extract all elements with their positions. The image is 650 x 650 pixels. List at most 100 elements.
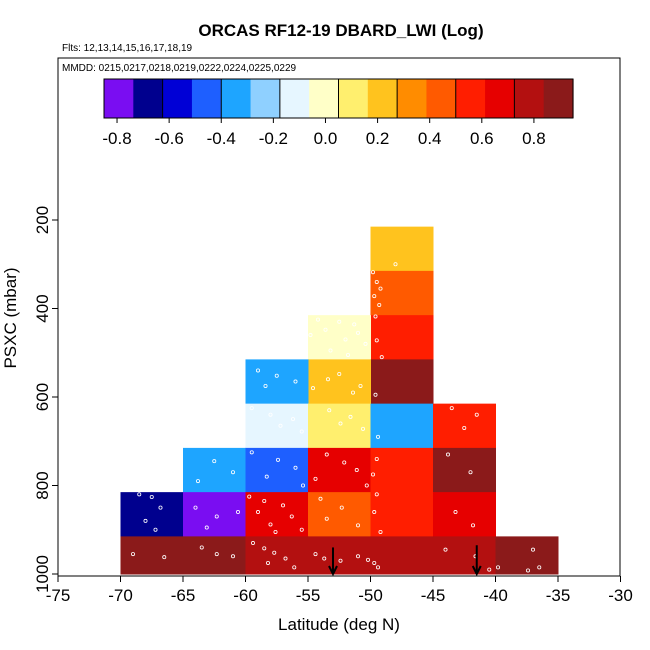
observation-point: [348, 414, 353, 419]
observation-point: [255, 510, 260, 515]
observation-point: [443, 547, 448, 552]
colorbar-swatch: [338, 79, 369, 118]
heatmap-cells: [120, 226, 559, 575]
observation-point: [372, 510, 377, 515]
observation-point: [310, 386, 315, 391]
observation-point: [249, 450, 254, 455]
observation-point: [342, 460, 347, 465]
observation-point: [378, 286, 383, 291]
colorbar-tick-label: 0.0: [314, 129, 338, 148]
observation-point: [343, 337, 348, 342]
observation-point: [328, 348, 333, 353]
observation-point: [365, 557, 370, 562]
colorbar-swatch: [279, 79, 310, 118]
heatmap-cell: [433, 492, 496, 537]
observation-point: [273, 529, 278, 534]
colorbar-tick-label: 0.8: [522, 129, 546, 148]
observation-point: [375, 565, 380, 570]
heatmap-cell: [308, 492, 371, 537]
heatmap-cell: [183, 536, 246, 575]
heatmap-cell: [370, 536, 434, 575]
observation-point: [374, 456, 379, 461]
heatmap-cell: [308, 403, 371, 449]
observation-point: [468, 470, 473, 475]
observation-point: [360, 426, 365, 431]
x-tick-label: -60: [233, 586, 258, 605]
heatmap-cell: [370, 315, 434, 360]
chart-title: ORCAS RF12-19 DBARD_LWI (Log): [198, 21, 483, 40]
colorbar-tick-label: 0.2: [366, 129, 390, 148]
observation-point: [293, 465, 298, 470]
heatmap-cell: [245, 359, 309, 405]
observation-point: [374, 279, 379, 284]
observation-point: [268, 412, 273, 417]
observation-point: [278, 423, 283, 428]
observation-point: [204, 525, 209, 530]
observation-point: [355, 523, 360, 528]
observation-point: [377, 302, 382, 307]
observation-point: [292, 565, 297, 570]
observation-point: [230, 470, 235, 475]
observation-point: [470, 523, 475, 528]
observation-point: [474, 412, 479, 417]
colorbar-swatch: [250, 79, 281, 118]
observation-point: [453, 510, 458, 515]
observation-point: [250, 541, 255, 546]
heatmap-cell: [308, 315, 371, 360]
observation-point: [308, 333, 313, 338]
x-axis-title: Latitude (deg N): [278, 615, 400, 634]
observation-point: [350, 390, 355, 395]
observation-point: [249, 406, 254, 411]
heatmap-cell: [245, 492, 309, 537]
y-tick-label: 600: [33, 383, 52, 411]
heatmap-cell: [120, 536, 184, 575]
observation-point: [255, 368, 260, 373]
heatmap-cell: [370, 447, 434, 493]
colorbar-swatch: [426, 79, 457, 118]
observation-point: [247, 494, 252, 499]
observation-point: [265, 560, 270, 565]
heatmap-cell: [120, 492, 184, 537]
observation-point: [495, 565, 500, 570]
x-tick-label: -45: [421, 586, 446, 605]
observation-point: [358, 383, 363, 388]
x-tick-label: -30: [608, 586, 633, 605]
heatmap-cell: [370, 359, 434, 405]
heatmap-cell: [433, 447, 496, 493]
arrows: [328, 545, 482, 577]
observation-point: [289, 514, 294, 519]
observation-point: [153, 527, 158, 532]
colorbar-frame: [103, 78, 574, 119]
observation-point: [487, 567, 492, 572]
colorbar-swatch: [367, 79, 398, 118]
observation-point: [323, 327, 328, 332]
observation-point: [149, 495, 154, 500]
observation-point: [373, 392, 378, 397]
colorbar-ticks: -0.8 -0.6 -0.4 -0.2 0.0 0.2 0.4 0.6 0.8: [102, 118, 546, 148]
colorbar-swatch: [191, 79, 222, 118]
observation-point: [325, 377, 330, 382]
colorbar-swatch: [543, 79, 574, 118]
observation-point: [378, 529, 383, 534]
colorbar-tick-label: 0.4: [418, 129, 442, 148]
observation-point: [324, 452, 329, 457]
colorbar-tick-label: -0.6: [154, 129, 183, 148]
observation-point: [355, 330, 360, 335]
heatmap-cell: [370, 226, 434, 272]
observation-point: [318, 496, 323, 501]
observation-point: [364, 483, 369, 488]
heatmap-cell: [183, 447, 246, 493]
y-tick-label: 1000: [33, 555, 52, 593]
heatmap-cell: [433, 536, 496, 575]
observation-point: [363, 341, 368, 346]
observation-point: [235, 510, 240, 515]
colorbar-tick-label: -0.8: [102, 129, 131, 148]
observation-point: [143, 518, 148, 523]
x-tick-label: -35: [546, 586, 571, 605]
observation-point: [313, 552, 318, 557]
observation-point: [337, 319, 342, 324]
heatmap-cell: [370, 403, 434, 449]
observation-point: [354, 468, 359, 473]
observation-point: [345, 352, 350, 357]
